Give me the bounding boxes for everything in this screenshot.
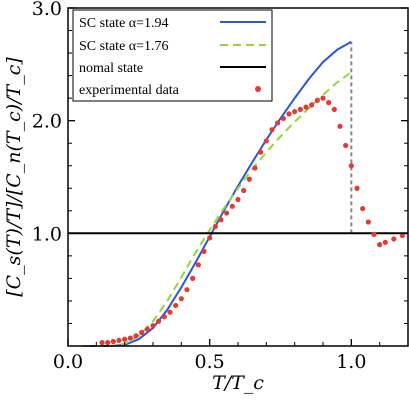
experimental-data-point — [229, 203, 235, 209]
experimental-data-point — [99, 340, 105, 346]
experimental-data-point — [241, 187, 247, 194]
experimental-data-point — [167, 309, 173, 315]
experimental-data-point — [258, 149, 264, 155]
experimental-data-point — [144, 326, 150, 332]
y-axis-label: [C_s(T)/T]/[C_n(T_c)/T_c] — [3, 57, 25, 297]
x-axis-title: T/T_c — [212, 372, 264, 394]
experimental-data-point — [156, 318, 162, 324]
experimental-data-point — [246, 176, 252, 182]
experimental-data-point — [320, 95, 326, 101]
y-tick-label: 2.0 — [32, 111, 62, 133]
legend-box — [72, 9, 273, 102]
experimental-data-point — [150, 323, 156, 329]
series-line-0 — [82, 40, 352, 347]
experimental-data-point — [331, 106, 337, 112]
x-tick-label: 1.0 — [336, 351, 366, 373]
experimental-data-point — [309, 102, 315, 108]
x-tick-label: 0.5 — [195, 351, 225, 373]
y-axis-title: [C_s(T)/T]/[C_n(T_c)/T_c] — [3, 57, 25, 297]
legend-label-3: experimental data — [79, 83, 180, 98]
legend-swatch-3 — [255, 86, 261, 92]
experimental-data-point — [343, 142, 349, 149]
experimental-data-point — [110, 338, 116, 345]
experimental-data-point — [391, 236, 397, 242]
experimental-data-point — [116, 337, 122, 343]
experimental-data-point — [178, 296, 184, 302]
experimental-data-point — [354, 185, 360, 191]
experimental-data-point — [161, 314, 167, 320]
experimental-data-point — [360, 205, 366, 212]
experimental-data-point — [337, 123, 343, 129]
experimental-data-point — [133, 333, 139, 339]
y-tick-label: 1.0 — [32, 223, 62, 245]
experimental-data-point — [280, 115, 286, 122]
experimental-data-point — [139, 329, 145, 336]
experimental-data-point — [297, 106, 303, 112]
experimental-data-point — [314, 97, 320, 103]
series-line-1 — [82, 71, 352, 347]
legend-label-0: SC state α=1.94 — [79, 16, 169, 31]
experimental-data-point — [263, 138, 269, 144]
axis-ticks: 0.0 0.5 1.0 1.0 2.0 3.0 — [32, 0, 408, 373]
experimental-data-point — [377, 242, 383, 248]
experimental-data-point — [399, 232, 405, 239]
experimental-data-point — [224, 210, 230, 216]
experimental-data-point — [207, 235, 213, 241]
experimental-data-point — [382, 239, 388, 245]
x-tick-label: 0.0 — [53, 351, 83, 373]
x-axis-label: T/T_c — [212, 372, 264, 394]
experimental-data-point — [190, 275, 196, 281]
experimental-data-point — [326, 100, 332, 106]
experimental-data-point — [269, 127, 275, 133]
experimental-data-point — [235, 196, 241, 203]
experimental-data-point — [371, 231, 377, 238]
y-tick-label: 3.0 — [32, 0, 62, 20]
experimental-data-point — [201, 248, 207, 254]
experimental-data-point — [348, 163, 354, 169]
experimental-data-point — [127, 335, 133, 341]
legend: SC state α=1.94 SC state α=1.76 nomal st… — [72, 9, 273, 102]
experimental-data-point — [252, 165, 258, 171]
plot-content — [68, 40, 408, 347]
legend-label-1: SC state α=1.76 — [79, 39, 169, 54]
experimental-data-point — [303, 104, 309, 110]
experimental-data-point — [286, 111, 292, 117]
experimental-data-point — [212, 223, 218, 230]
experimental-data-point — [184, 287, 190, 293]
experimental-data-point — [292, 109, 298, 115]
experimental-data-point — [105, 340, 111, 346]
experimental-data-point — [365, 219, 371, 225]
legend-label-2: nomal state — [79, 61, 143, 76]
experimental-data-point — [173, 302, 179, 309]
experimental-data-point — [122, 336, 128, 342]
experimental-data-point — [275, 120, 281, 126]
experimental-data-point — [218, 217, 224, 223]
experimental-data-point — [195, 262, 201, 268]
